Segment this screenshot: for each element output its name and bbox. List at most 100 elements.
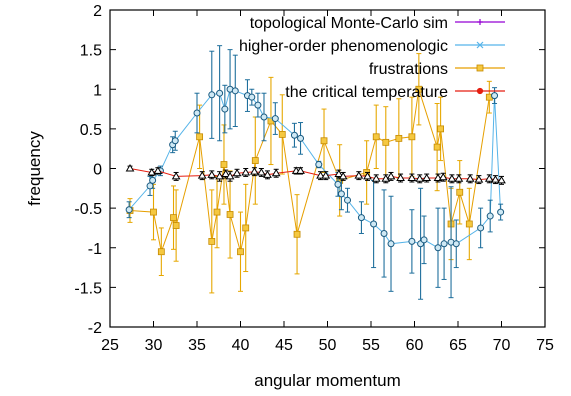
data-point	[125, 206, 133, 214]
data-point	[254, 101, 262, 109]
data-point	[216, 89, 224, 97]
data-point	[440, 240, 448, 248]
data-point	[197, 171, 207, 179]
legend-marker	[476, 41, 484, 49]
data-point	[456, 188, 464, 196]
y-tick-label: 0.5	[80, 122, 102, 139]
data-point	[415, 85, 423, 93]
x-tick-label: 25	[101, 337, 119, 354]
legend-label: the critical temperature	[285, 84, 448, 101]
plot-area-frame	[109, 9, 546, 328]
axis-ticks: 25 30 35 40 45 50 55 60 65 70 75 -2 -1.5 -1 -0.5 0 0.5 1 1…	[74, 3, 554, 354]
data-point	[334, 180, 342, 188]
data-point	[221, 169, 231, 178]
data-point	[271, 168, 281, 177]
data-point	[380, 229, 388, 237]
x-tick-label: 75	[536, 337, 554, 354]
data-point	[438, 172, 448, 181]
data-point	[465, 220, 473, 228]
data-point	[396, 173, 405, 182]
data-point	[338, 171, 348, 180]
data-point	[220, 161, 228, 168]
data-point	[415, 174, 425, 182]
data-point	[296, 166, 305, 174]
legend-marker	[476, 87, 484, 95]
data-point	[337, 190, 345, 198]
data-point	[387, 240, 395, 248]
data-point	[420, 236, 428, 244]
data-point	[334, 169, 344, 178]
data-point	[171, 137, 179, 145]
data-point	[386, 171, 396, 180]
data-point	[125, 164, 135, 172]
y-tick-label: -1	[88, 241, 102, 258]
data-point	[422, 173, 432, 182]
plot-data-layer	[125, 45, 506, 300]
legend-item: the critical temperature	[285, 84, 505, 101]
data-point	[278, 131, 286, 138]
data-point	[208, 238, 216, 245]
data-point	[232, 168, 242, 177]
data-point	[170, 214, 177, 222]
data-point	[321, 171, 331, 179]
x-tick-label: 35	[188, 337, 206, 354]
data-point	[215, 171, 224, 180]
x-tick-label: 65	[449, 337, 467, 354]
x-tick-label: 60	[406, 337, 424, 354]
data-point	[208, 91, 216, 99]
data-point	[434, 244, 442, 252]
data-point	[207, 170, 217, 178]
data-point	[407, 173, 417, 182]
data-point	[237, 248, 244, 256]
data-point	[225, 171, 235, 180]
data-point	[193, 109, 201, 117]
data-point	[251, 157, 259, 164]
data-point	[477, 224, 485, 232]
data-point	[491, 175, 500, 183]
x-tick-label: 70	[493, 337, 511, 354]
data-point	[221, 105, 229, 113]
data-point	[491, 92, 499, 100]
data-point	[465, 174, 475, 182]
data-point	[382, 138, 390, 146]
data-point	[260, 113, 268, 121]
x-tick-label: 45	[275, 337, 293, 354]
y-tick-label: 0	[93, 162, 102, 179]
data-point	[437, 125, 445, 133]
x-tick-label: 50	[319, 337, 337, 354]
data-point	[171, 171, 181, 180]
data-point	[250, 167, 259, 175]
data-point	[271, 115, 279, 123]
y-tick-label: 1	[93, 82, 102, 99]
data-point	[242, 224, 250, 232]
data-point	[484, 174, 494, 182]
data-point	[447, 174, 457, 182]
data-point	[454, 174, 464, 182]
data-point	[372, 133, 380, 141]
data-point	[433, 143, 441, 151]
data-point	[452, 240, 460, 248]
legend-label: topological Monte-Carlo sim	[250, 15, 448, 32]
data-point	[172, 222, 180, 229]
data-point	[293, 230, 301, 238]
data-point	[297, 134, 305, 142]
x-tick-label: 40	[232, 337, 250, 354]
y-tick-label: -1.5	[74, 280, 102, 297]
x-tick-label: 30	[145, 337, 163, 354]
data-point	[474, 175, 484, 183]
data-point	[408, 237, 416, 245]
legend: topological Monte-Carlo sim higher-order …	[239, 15, 505, 101]
y-tick-label: -2	[88, 320, 102, 337]
data-point	[354, 171, 364, 179]
data-point	[320, 137, 328, 145]
legend-item: topological Monte-Carlo sim	[250, 15, 505, 32]
data-point	[357, 214, 365, 222]
legend-label: higher-order phenomenologic	[239, 38, 448, 55]
data-point	[146, 182, 154, 190]
series-line	[129, 89, 490, 254]
series-1	[125, 45, 505, 300]
x-tick-label: 55	[362, 337, 380, 354]
data-point	[497, 208, 505, 216]
x-axis-label: angular momentum	[254, 371, 400, 390]
